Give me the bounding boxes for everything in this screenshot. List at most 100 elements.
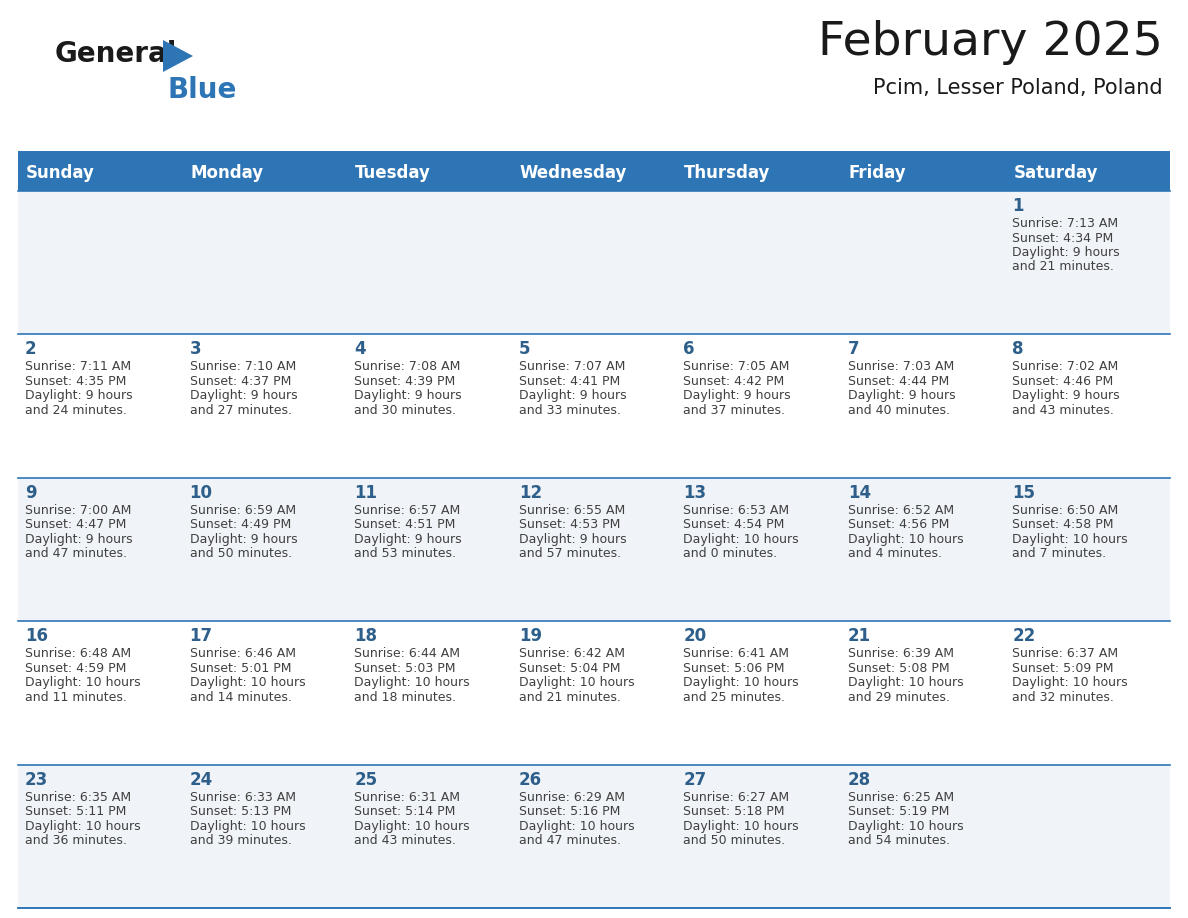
Text: Sunday: Sunday — [26, 164, 95, 182]
Text: Daylight: 9 hours: Daylight: 9 hours — [519, 532, 626, 546]
Text: Sunset: 5:03 PM: Sunset: 5:03 PM — [354, 662, 456, 675]
Text: Daylight: 10 hours: Daylight: 10 hours — [519, 677, 634, 689]
Text: Pcim, Lesser Poland, Poland: Pcim, Lesser Poland, Poland — [873, 78, 1163, 98]
Text: and 32 minutes.: and 32 minutes. — [1012, 690, 1114, 704]
Text: Sunrise: 7:03 AM: Sunrise: 7:03 AM — [848, 361, 954, 374]
Text: Daylight: 9 hours: Daylight: 9 hours — [848, 389, 955, 402]
Text: Sunset: 4:42 PM: Sunset: 4:42 PM — [683, 375, 784, 388]
Text: Sunrise: 6:33 AM: Sunrise: 6:33 AM — [190, 790, 296, 803]
Text: Sunset: 5:19 PM: Sunset: 5:19 PM — [848, 805, 949, 818]
Bar — [18, 477, 1170, 621]
Text: Tuesday: Tuesday — [355, 164, 431, 182]
Text: February 2025: February 2025 — [819, 20, 1163, 65]
Text: Daylight: 9 hours: Daylight: 9 hours — [25, 389, 133, 402]
Text: Saturday: Saturday — [1013, 164, 1098, 182]
Text: Sunrise: 6:41 AM: Sunrise: 6:41 AM — [683, 647, 789, 660]
Text: Sunrise: 6:52 AM: Sunrise: 6:52 AM — [848, 504, 954, 517]
Text: 4: 4 — [354, 341, 366, 358]
Text: Daylight: 9 hours: Daylight: 9 hours — [354, 532, 462, 546]
Text: Sunrise: 6:55 AM: Sunrise: 6:55 AM — [519, 504, 625, 517]
Text: Sunrise: 7:00 AM: Sunrise: 7:00 AM — [25, 504, 132, 517]
Text: Daylight: 9 hours: Daylight: 9 hours — [190, 389, 297, 402]
Text: and 29 minutes.: and 29 minutes. — [848, 690, 949, 704]
Text: and 47 minutes.: and 47 minutes. — [519, 834, 620, 847]
Text: Daylight: 9 hours: Daylight: 9 hours — [354, 389, 462, 402]
Text: Daylight: 10 hours: Daylight: 10 hours — [848, 532, 963, 546]
Text: Sunrise: 7:02 AM: Sunrise: 7:02 AM — [1012, 361, 1119, 374]
Text: Friday: Friday — [849, 164, 906, 182]
Text: Daylight: 9 hours: Daylight: 9 hours — [25, 532, 133, 546]
Text: Thursday: Thursday — [684, 164, 771, 182]
Text: Daylight: 9 hours: Daylight: 9 hours — [190, 532, 297, 546]
Text: Sunset: 4:56 PM: Sunset: 4:56 PM — [848, 519, 949, 532]
Bar — [18, 765, 1170, 908]
Text: and 43 minutes.: and 43 minutes. — [354, 834, 456, 847]
Text: 3: 3 — [190, 341, 201, 358]
Text: Daylight: 10 hours: Daylight: 10 hours — [683, 677, 798, 689]
Text: Daylight: 9 hours: Daylight: 9 hours — [519, 389, 626, 402]
Text: Daylight: 9 hours: Daylight: 9 hours — [683, 389, 791, 402]
Text: Sunrise: 6:57 AM: Sunrise: 6:57 AM — [354, 504, 461, 517]
Text: and 11 minutes.: and 11 minutes. — [25, 690, 127, 704]
Text: 6: 6 — [683, 341, 695, 358]
Text: and 53 minutes.: and 53 minutes. — [354, 547, 456, 560]
Bar — [18, 621, 1170, 765]
Text: Sunrise: 6:37 AM: Sunrise: 6:37 AM — [1012, 647, 1119, 660]
Text: Sunset: 5:13 PM: Sunset: 5:13 PM — [190, 805, 291, 818]
Text: Daylight: 10 hours: Daylight: 10 hours — [354, 820, 469, 833]
Text: Sunrise: 6:50 AM: Sunrise: 6:50 AM — [1012, 504, 1119, 517]
Text: Sunset: 4:54 PM: Sunset: 4:54 PM — [683, 519, 784, 532]
Text: Sunrise: 6:46 AM: Sunrise: 6:46 AM — [190, 647, 296, 660]
Text: Sunset: 4:59 PM: Sunset: 4:59 PM — [25, 662, 126, 675]
Text: and 7 minutes.: and 7 minutes. — [1012, 547, 1106, 560]
Text: Sunrise: 7:13 AM: Sunrise: 7:13 AM — [1012, 217, 1119, 230]
Text: Daylight: 10 hours: Daylight: 10 hours — [25, 820, 140, 833]
Text: and 39 minutes.: and 39 minutes. — [190, 834, 291, 847]
Text: Sunset: 4:37 PM: Sunset: 4:37 PM — [190, 375, 291, 388]
Text: Sunrise: 6:39 AM: Sunrise: 6:39 AM — [848, 647, 954, 660]
Text: 23: 23 — [25, 770, 49, 789]
Text: Sunrise: 6:31 AM: Sunrise: 6:31 AM — [354, 790, 460, 803]
Text: 21: 21 — [848, 627, 871, 645]
Text: Wednesday: Wednesday — [519, 164, 627, 182]
Text: Daylight: 9 hours: Daylight: 9 hours — [1012, 389, 1120, 402]
Text: Sunrise: 6:27 AM: Sunrise: 6:27 AM — [683, 790, 789, 803]
Text: 20: 20 — [683, 627, 707, 645]
Polygon shape — [163, 40, 192, 72]
Text: 7: 7 — [848, 341, 859, 358]
Text: and 25 minutes.: and 25 minutes. — [683, 690, 785, 704]
Text: 15: 15 — [1012, 484, 1036, 502]
Text: 18: 18 — [354, 627, 377, 645]
Text: Sunset: 4:44 PM: Sunset: 4:44 PM — [848, 375, 949, 388]
Text: Sunset: 4:39 PM: Sunset: 4:39 PM — [354, 375, 455, 388]
Text: and 30 minutes.: and 30 minutes. — [354, 404, 456, 417]
Text: Sunset: 5:08 PM: Sunset: 5:08 PM — [848, 662, 949, 675]
Text: Sunrise: 6:53 AM: Sunrise: 6:53 AM — [683, 504, 789, 517]
Text: Daylight: 10 hours: Daylight: 10 hours — [683, 820, 798, 833]
Text: 8: 8 — [1012, 341, 1024, 358]
Text: Blue: Blue — [168, 76, 238, 104]
Text: Sunset: 5:06 PM: Sunset: 5:06 PM — [683, 662, 785, 675]
Text: Sunrise: 6:35 AM: Sunrise: 6:35 AM — [25, 790, 131, 803]
Text: Daylight: 10 hours: Daylight: 10 hours — [354, 677, 469, 689]
Text: Sunrise: 7:11 AM: Sunrise: 7:11 AM — [25, 361, 131, 374]
Text: Daylight: 10 hours: Daylight: 10 hours — [1012, 677, 1129, 689]
Text: 16: 16 — [25, 627, 48, 645]
Text: Daylight: 10 hours: Daylight: 10 hours — [190, 677, 305, 689]
Text: 26: 26 — [519, 770, 542, 789]
Text: and 14 minutes.: and 14 minutes. — [190, 690, 291, 704]
Text: Sunset: 4:51 PM: Sunset: 4:51 PM — [354, 519, 455, 532]
Text: and 43 minutes.: and 43 minutes. — [1012, 404, 1114, 417]
Text: 28: 28 — [848, 770, 871, 789]
Text: Daylight: 10 hours: Daylight: 10 hours — [190, 820, 305, 833]
Text: Sunrise: 6:59 AM: Sunrise: 6:59 AM — [190, 504, 296, 517]
Text: 19: 19 — [519, 627, 542, 645]
Text: and 36 minutes.: and 36 minutes. — [25, 834, 127, 847]
Text: 11: 11 — [354, 484, 377, 502]
Text: 14: 14 — [848, 484, 871, 502]
Text: and 54 minutes.: and 54 minutes. — [848, 834, 950, 847]
Text: Sunset: 4:35 PM: Sunset: 4:35 PM — [25, 375, 126, 388]
Text: Sunset: 4:46 PM: Sunset: 4:46 PM — [1012, 375, 1113, 388]
Text: 22: 22 — [1012, 627, 1036, 645]
Text: Daylight: 10 hours: Daylight: 10 hours — [848, 677, 963, 689]
